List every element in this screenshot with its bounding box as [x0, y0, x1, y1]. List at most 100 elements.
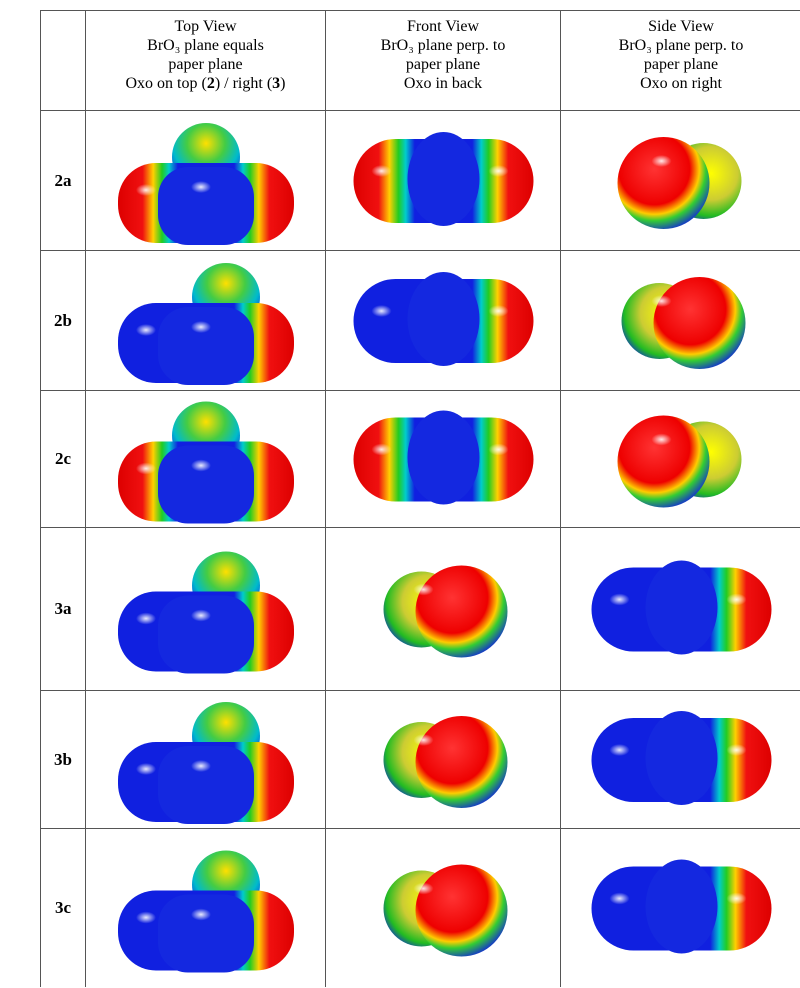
molecule-part [646, 711, 718, 805]
header-line: paper plane [326, 55, 560, 74]
molecule-part [727, 594, 747, 606]
header-line: Front View [326, 17, 560, 36]
image-cell [325, 690, 560, 828]
molecule-part [727, 744, 747, 756]
row-label: 2c [55, 449, 71, 469]
molecule-part [654, 277, 746, 369]
image-cell [560, 390, 800, 527]
molecule-image [561, 829, 800, 988]
molecule-part [136, 184, 156, 196]
image-cell [85, 690, 325, 828]
molecule-part [136, 613, 156, 625]
header-line: BrO₃ plane equals [86, 36, 325, 55]
molecule-image [326, 691, 561, 829]
header-text: Top View [174, 18, 236, 35]
molecule-image [561, 391, 800, 528]
molecule-part [158, 167, 254, 245]
molecule-part [191, 610, 211, 622]
molecule-part [191, 909, 211, 921]
header-text: Oxo in back [404, 75, 482, 92]
header-text: 2 [207, 75, 215, 92]
molecule-part [136, 324, 156, 336]
image-cell [560, 110, 800, 250]
row-label-cell: 2b [40, 250, 85, 390]
molecule-image [86, 251, 326, 391]
molecule-part [372, 165, 392, 177]
image-cell [85, 250, 325, 390]
image-cell [85, 110, 325, 250]
molecule-part [414, 734, 434, 746]
image-cell [325, 390, 560, 527]
molecule-image [86, 111, 326, 251]
molecule-part [136, 763, 156, 775]
row-label-cell: 3a [40, 527, 85, 690]
molecule-part [416, 566, 508, 658]
header-text: BrO₃ plane perp. to [619, 37, 744, 54]
header-line: Side View [561, 17, 800, 36]
row-label: 3c [55, 898, 71, 918]
molecule-part [414, 584, 434, 596]
molecule-part [136, 912, 156, 924]
header-line: paper plane [86, 55, 325, 74]
molecule-part [408, 132, 480, 226]
image-cell [560, 250, 800, 390]
row-label-cell: 2c [40, 390, 85, 527]
molecule-part [191, 760, 211, 772]
header-line: BrO₃ plane perp. to [326, 36, 560, 55]
header-line: Oxo in back [326, 74, 560, 93]
molecule-image [86, 829, 326, 988]
molecule-part [191, 460, 211, 472]
header-text: BrO₃ plane perp. to [381, 37, 506, 54]
molecule-part [489, 165, 509, 177]
molecule-image [86, 528, 326, 691]
molecule-part [408, 411, 480, 505]
molecule-image [326, 391, 561, 528]
molecule-part [191, 181, 211, 193]
molecule-image [561, 111, 800, 251]
header-text: Oxo on top ( [126, 75, 207, 92]
image-cell [325, 250, 560, 390]
header-text: BrO₃ plane equals [147, 37, 264, 54]
molecule-part [191, 321, 211, 333]
header-line: Oxo on top (2) / right (3) [86, 74, 325, 93]
molecule-part [618, 416, 710, 508]
header-line: paper plane [561, 55, 800, 74]
row-label: 3b [54, 750, 72, 770]
header-line: Top View [86, 17, 325, 36]
molecule-part [610, 744, 630, 756]
header-text: ) / right ( [215, 75, 272, 92]
molecule-part [489, 305, 509, 317]
header-text: Side View [648, 18, 714, 35]
row-label-cell: 3b [40, 690, 85, 828]
molecule-part [489, 444, 509, 456]
molecule-image [561, 691, 800, 829]
molecule-part [408, 272, 480, 366]
header-text: Oxo on right [640, 75, 722, 92]
molecule-part [372, 305, 392, 317]
image-cell [85, 828, 325, 987]
header-text: ) [280, 75, 285, 92]
molecule-part [652, 155, 672, 167]
molecule-part [136, 463, 156, 475]
figure-table: Top ViewBrO₃ plane equalspaper planeOxo … [0, 0, 800, 986]
molecule-part [158, 446, 254, 524]
molecule-image [326, 251, 561, 391]
molecule-part [416, 716, 508, 808]
image-cell [85, 390, 325, 527]
molecule-part [610, 594, 630, 606]
row-label: 3a [55, 599, 72, 619]
molecule-image [86, 391, 326, 528]
molecule-part [158, 746, 254, 824]
molecule-part [652, 295, 672, 307]
header-line: BrO₃ plane perp. to [561, 36, 800, 55]
molecule-part [652, 434, 672, 446]
header-text: Front View [407, 18, 479, 35]
image-cell [560, 690, 800, 828]
molecule-image [561, 528, 800, 691]
molecule-part [646, 860, 718, 954]
molecule-image [86, 691, 326, 829]
image-cell [560, 828, 800, 987]
header-text: 3 [272, 75, 280, 92]
